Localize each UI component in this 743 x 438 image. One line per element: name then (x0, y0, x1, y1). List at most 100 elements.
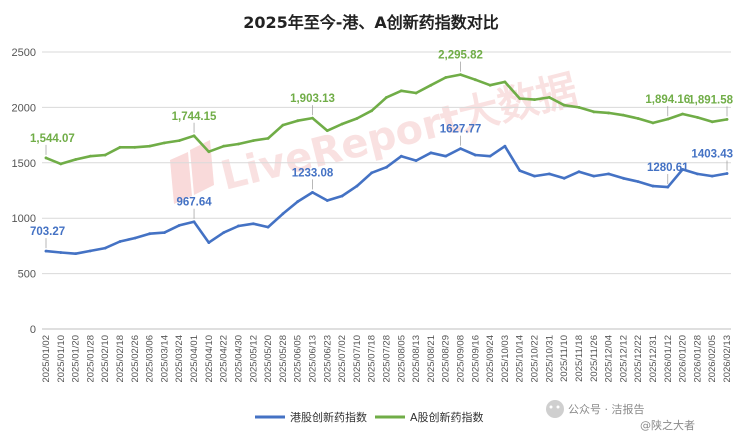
data-point (237, 142, 240, 146)
data-point (562, 103, 566, 107)
data-point (44, 156, 48, 160)
y-tick-label: 0 (30, 324, 36, 336)
data-point (710, 120, 714, 124)
x-tick-label: 2025/07/28 (382, 335, 393, 383)
data-point (296, 119, 300, 123)
data-point (592, 110, 596, 114)
data-point (503, 80, 507, 84)
data-label: 1,903.13 (290, 93, 335, 105)
data-point (281, 212, 285, 216)
data-point (192, 220, 196, 224)
data-point (148, 232, 152, 236)
data-point (488, 154, 492, 158)
data-point (695, 115, 699, 119)
y-tick-label: 1000 (12, 213, 36, 225)
data-point (399, 89, 403, 93)
data-point (74, 252, 78, 256)
data-point (103, 246, 107, 250)
x-tick-label: 2025/02/10 (100, 335, 111, 383)
data-point (533, 98, 536, 102)
x-tick-label: 2025/02/26 (130, 335, 141, 383)
account-watermark-text: 公众号 · 洁报告 (568, 402, 645, 416)
data-point (325, 199, 329, 202)
data-point (518, 169, 522, 172)
data-point (444, 154, 448, 158)
x-tick-label: 2025/10/22 (530, 335, 541, 383)
data-point (533, 174, 536, 178)
data-point (133, 145, 137, 149)
x-tick-label: 2025/01/02 (41, 335, 52, 383)
x-tick-label: 2025/10/03 (500, 335, 511, 383)
data-point (355, 117, 359, 120)
x-axis: 2025/01/02 2025/01/10 2025/01/20 2025/01/28… (41, 328, 733, 383)
data-point (311, 116, 314, 120)
x-tick-label: 2025/05/20 (263, 335, 274, 383)
data-point (577, 106, 581, 109)
data-label: 1627.77 (440, 124, 482, 136)
x-tick-label: 2025/10/14 (515, 335, 526, 383)
x-tick-label: 2025/06/23 (322, 335, 333, 383)
data-point (459, 147, 462, 151)
data-point (518, 97, 522, 100)
data-point (473, 78, 477, 82)
data-point (251, 222, 255, 226)
data-point (681, 168, 684, 171)
data-label: 703.27 (30, 226, 65, 238)
data-point (266, 225, 270, 229)
data-point (207, 150, 211, 154)
account-watermark: 公众号 · 洁报告 @陕之大者 (546, 400, 695, 432)
y-tick-label: 1500 (12, 158, 36, 170)
data-label: 1280.61 (647, 162, 689, 174)
x-tick-label: 2025/06/05 (293, 335, 304, 383)
x-tick-label: 2025/07/18 (367, 335, 378, 383)
data-label: 967.64 (176, 197, 212, 209)
y-tick-label: 2000 (12, 102, 36, 114)
data-point (621, 176, 625, 180)
x-tick-label: 2025/11/26 (589, 335, 600, 382)
data-point (177, 224, 181, 227)
x-tick-label: 2025/04/10 (204, 335, 215, 383)
data-point (281, 123, 285, 127)
x-tick-label: 2025/04/01 (189, 335, 200, 383)
data-point (621, 113, 625, 117)
x-tick-label: 2026/01/12 (663, 335, 674, 383)
data-point (222, 144, 226, 148)
x-tick-label: 2025/01/28 (85, 335, 96, 383)
wechat-icon (546, 400, 564, 418)
data-point (473, 153, 477, 157)
x-tick-label: 2025/08/05 (396, 335, 407, 383)
data-label: 2,295.82 (438, 50, 483, 62)
x-tick-label: 2026/02/13 (722, 335, 733, 383)
data-point (547, 96, 551, 99)
watermark-logo-icon (170, 140, 214, 204)
x-tick-label: 2025/08/21 (426, 335, 437, 383)
x-tick-label: 2026/01/28 (692, 335, 703, 383)
x-tick-label: 2025/10/31 (544, 335, 555, 383)
y-tick-label: 2500 (12, 47, 36, 59)
x-tick-label: 2025/09/24 (485, 335, 496, 383)
data-point (429, 151, 433, 155)
data-point (296, 200, 300, 203)
data-point (592, 174, 596, 178)
data-point (89, 154, 92, 158)
data-label: 1,891.58 (688, 94, 733, 106)
x-tick-label: 2025/08/13 (411, 335, 422, 383)
data-point (177, 139, 181, 143)
x-tick-label: 2025/12/12 (618, 335, 629, 383)
x-tick-label: 2025/11/18 (574, 335, 585, 382)
data-point (118, 145, 122, 149)
data-point (251, 139, 255, 143)
x-tick-label: 2025/05/12 (248, 335, 259, 383)
x-tick-label: 2025/02/18 (115, 335, 126, 383)
x-tick-label: 2025/06/13 (307, 335, 318, 383)
annotation-layer: 703.27 967.64 1233.08 1627.77 1280.611403.43… (30, 50, 734, 249)
x-tick-label: 2025/03/06 (145, 335, 156, 383)
legend-label-hk: 港股创新药指数 (290, 410, 367, 424)
credit-watermark-text: @陕之大者 (640, 418, 695, 432)
data-point (163, 231, 166, 235)
data-point (503, 144, 507, 148)
data-label: 1403.43 (691, 149, 733, 161)
data-point (385, 96, 388, 99)
data-point (89, 249, 92, 253)
data-point (651, 121, 655, 125)
